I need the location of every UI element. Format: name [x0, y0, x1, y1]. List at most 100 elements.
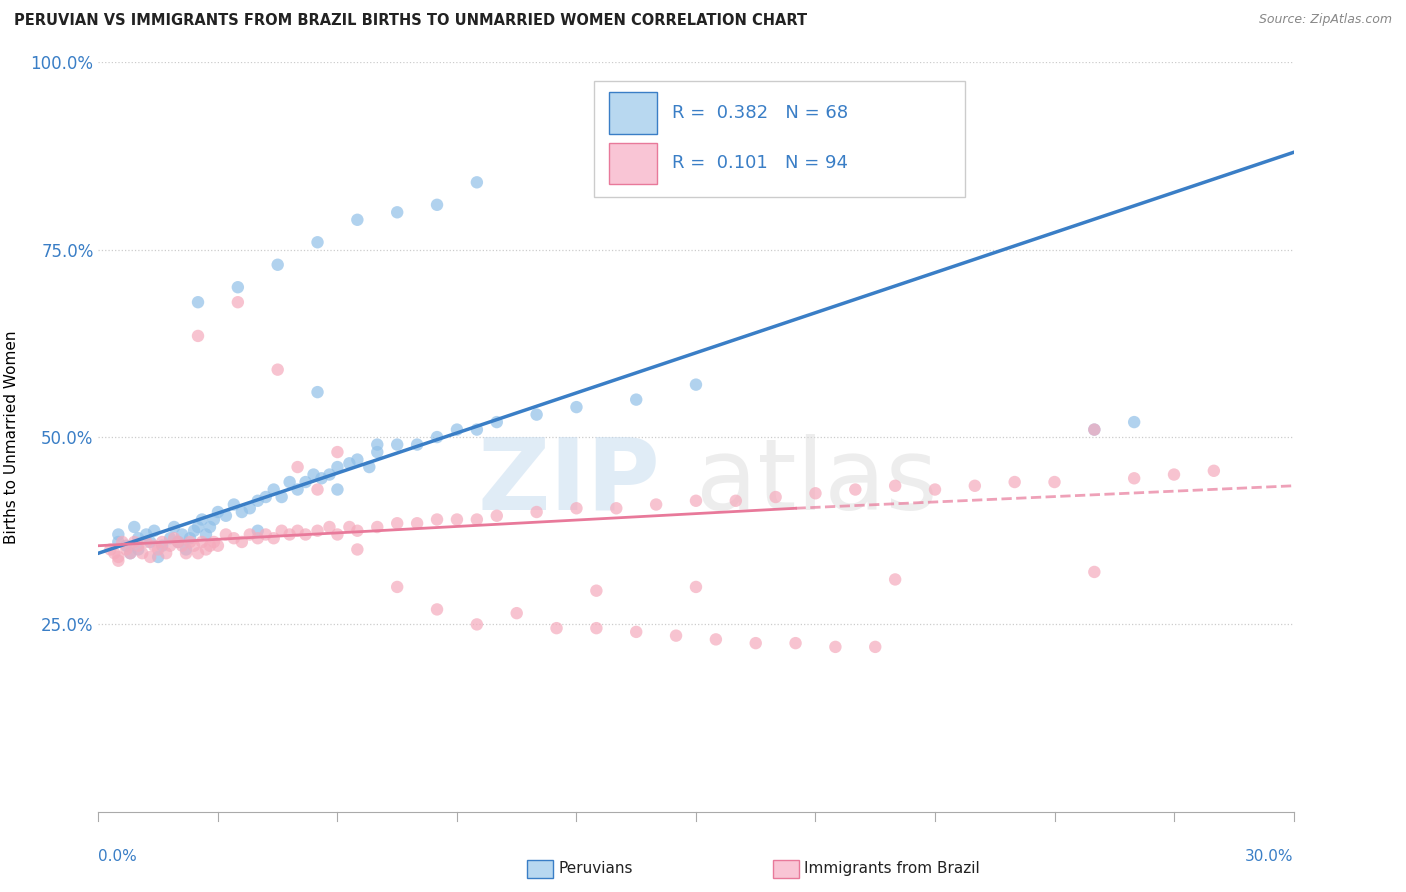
- Point: [346, 542, 368, 557]
- Point: [124, 535, 146, 549]
- Point: [143, 539, 166, 553]
- Point: [167, 535, 190, 549]
- Point: [294, 475, 316, 489]
- Text: R =  0.101   N = 94: R = 0.101 N = 94: [672, 153, 848, 172]
- Point: [426, 512, 449, 526]
- Point: [195, 542, 218, 557]
- Point: [183, 539, 205, 553]
- Point: [546, 621, 568, 635]
- FancyBboxPatch shape: [609, 143, 657, 184]
- Point: [645, 498, 668, 512]
- Point: [359, 460, 381, 475]
- Point: [307, 524, 329, 538]
- Point: [207, 539, 229, 553]
- Point: [465, 617, 488, 632]
- Point: [1083, 423, 1105, 437]
- Point: [346, 452, 368, 467]
- Point: [294, 527, 316, 541]
- Point: [150, 535, 173, 549]
- Text: 30.0%: 30.0%: [1246, 849, 1294, 863]
- Point: [215, 527, 238, 541]
- Point: [270, 524, 292, 538]
- Point: [865, 640, 887, 654]
- Point: [187, 295, 209, 310]
- Point: [318, 520, 340, 534]
- Point: [626, 624, 648, 639]
- Point: [1083, 423, 1105, 437]
- Point: [318, 467, 340, 482]
- Point: [426, 198, 449, 212]
- Point: [339, 456, 361, 470]
- Point: [263, 483, 285, 497]
- Point: [406, 437, 429, 451]
- Point: [239, 501, 262, 516]
- Point: [1123, 471, 1146, 485]
- Point: [844, 483, 866, 497]
- Point: [526, 408, 548, 422]
- Point: [159, 531, 181, 545]
- Point: [263, 531, 285, 545]
- Point: [226, 280, 249, 294]
- Point: [111, 535, 134, 549]
- Point: [745, 636, 768, 650]
- Point: [191, 535, 214, 549]
- Point: [167, 535, 190, 549]
- Point: [267, 258, 290, 272]
- Point: [127, 531, 149, 545]
- Point: [246, 493, 269, 508]
- Point: [148, 542, 170, 557]
- Point: [107, 554, 129, 568]
- Point: [585, 583, 607, 598]
- Text: atlas: atlas: [696, 434, 938, 531]
- Y-axis label: Births to Unmarried Women: Births to Unmarried Women: [4, 330, 20, 544]
- Point: [465, 175, 488, 189]
- Point: [254, 490, 277, 504]
- Point: [485, 415, 508, 429]
- Point: [287, 483, 309, 497]
- Point: [326, 460, 349, 475]
- Point: [222, 531, 245, 545]
- Point: [131, 546, 153, 560]
- Point: [526, 505, 548, 519]
- Point: [222, 498, 245, 512]
- Point: [302, 467, 325, 482]
- Point: [202, 535, 225, 549]
- Point: [1123, 415, 1146, 429]
- Point: [1004, 475, 1026, 489]
- Point: [135, 535, 157, 549]
- Point: [326, 483, 349, 497]
- FancyBboxPatch shape: [609, 93, 657, 134]
- Text: PERUVIAN VS IMMIGRANTS FROM BRAZIL BIRTHS TO UNMARRIED WOMEN CORRELATION CHART: PERUVIAN VS IMMIGRANTS FROM BRAZIL BIRTH…: [14, 13, 807, 29]
- Point: [326, 527, 349, 541]
- Point: [884, 573, 907, 587]
- Text: Source: ZipAtlas.com: Source: ZipAtlas.com: [1258, 13, 1392, 27]
- Point: [191, 512, 214, 526]
- Point: [485, 508, 508, 523]
- Point: [139, 549, 162, 564]
- Point: [704, 632, 727, 647]
- Point: [884, 479, 907, 493]
- Point: [239, 527, 262, 541]
- Point: [685, 377, 707, 392]
- Point: [163, 531, 186, 545]
- Point: [246, 524, 269, 538]
- Point: [174, 546, 197, 560]
- Point: [270, 490, 292, 504]
- Point: [385, 437, 409, 451]
- Point: [159, 539, 181, 553]
- Point: [231, 505, 253, 519]
- Point: [198, 520, 221, 534]
- Point: [120, 546, 142, 560]
- Point: [287, 460, 309, 475]
- Point: [685, 493, 707, 508]
- Point: [506, 606, 529, 620]
- Point: [311, 471, 333, 485]
- Point: [163, 520, 186, 534]
- Point: [198, 539, 221, 553]
- Point: [1043, 475, 1066, 489]
- Point: [187, 329, 209, 343]
- Point: [307, 483, 329, 497]
- Point: [1202, 464, 1225, 478]
- Point: [98, 542, 122, 557]
- Point: [565, 400, 588, 414]
